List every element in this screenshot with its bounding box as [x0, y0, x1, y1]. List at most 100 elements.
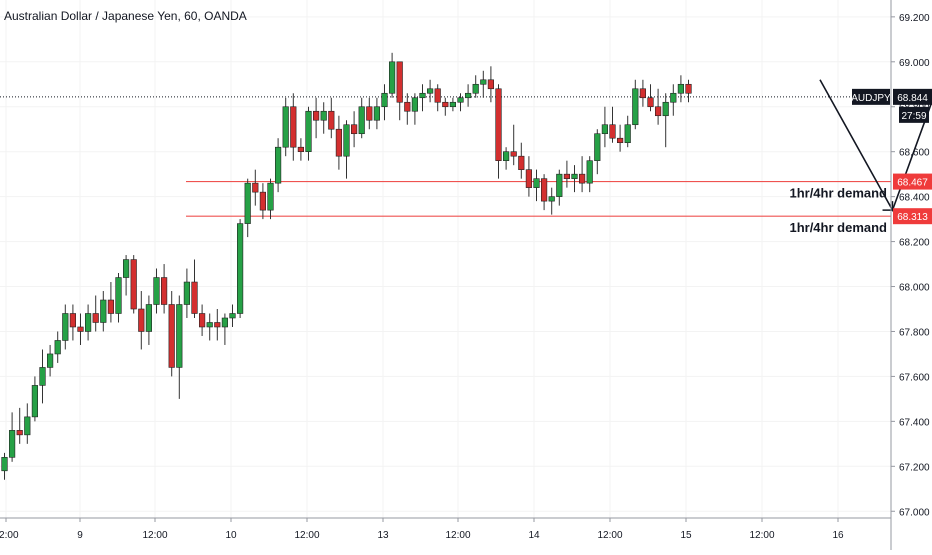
candle [229, 304, 236, 327]
candle-body [54, 340, 61, 355]
y-tick-label: 67.400 [899, 417, 930, 428]
candle-body [69, 313, 76, 328]
candle [252, 169, 259, 206]
candles [1, 52, 692, 480]
candle [426, 79, 434, 103]
x-tick-label: 14 [528, 530, 540, 541]
candle [670, 84, 677, 116]
candle [381, 84, 388, 121]
candle [191, 259, 198, 318]
candle-body [647, 97, 654, 108]
candle-body [457, 97, 464, 103]
x-tick-label: 9 [77, 530, 83, 541]
candle [662, 93, 669, 148]
candle [199, 304, 206, 336]
candle-body [1, 457, 8, 472]
candle-body [662, 101, 669, 117]
candle [267, 178, 274, 220]
candle-body [548, 196, 555, 202]
candle [639, 79, 646, 107]
candle-body [624, 124, 631, 144]
candle-body [115, 277, 122, 314]
candle-body [77, 326, 84, 332]
candle-body [214, 322, 221, 328]
candle [335, 115, 343, 170]
countdown-bg [899, 106, 929, 123]
candle-body [510, 151, 517, 157]
candle-body [297, 146, 305, 152]
candle [16, 407, 23, 444]
candle-body [609, 124, 616, 139]
candle [594, 129, 601, 175]
levels: 1hr/4hr demand 1hr/4hr demand [0, 96, 891, 235]
candle [328, 97, 335, 139]
candle-body [191, 281, 198, 314]
candle [358, 97, 365, 139]
candle [244, 178, 251, 238]
chart-title: Australian Dollar / Japanese Yen, 60, OA… [4, 9, 247, 23]
candle [24, 403, 31, 444]
x-tick-label: 13 [377, 530, 389, 541]
y-tick-label: 68.000 [899, 283, 930, 294]
y-tick-label: 69.000 [899, 58, 930, 69]
candle [654, 88, 662, 125]
candle [388, 52, 396, 98]
candle-body [62, 313, 69, 341]
candle-body [571, 173, 578, 179]
level-price-label-text: 68.467 [897, 178, 928, 189]
candle-body [578, 173, 586, 184]
candle-body [442, 101, 449, 108]
candle [183, 268, 191, 318]
candle [92, 295, 99, 332]
candle-body [525, 169, 532, 188]
candle [518, 142, 525, 179]
candle [54, 331, 61, 363]
level-price-label-bg [893, 208, 932, 225]
candle-body [16, 430, 23, 436]
candle [434, 84, 441, 112]
candle-body [639, 88, 646, 99]
candle-body [282, 106, 289, 148]
candle-body [31, 385, 38, 418]
x-tick-label: 12:00 [142, 530, 167, 541]
candle-body [449, 101, 457, 108]
demand-annotation: 1hr/4hr demand [789, 220, 887, 235]
candle-body [616, 137, 624, 144]
candle-body [221, 317, 229, 328]
candle [274, 138, 282, 193]
candle-body [594, 133, 601, 161]
demand-annotation: 1hr/4hr demand [789, 186, 887, 201]
candle [480, 70, 487, 98]
candle [282, 97, 289, 157]
candle-body [487, 79, 495, 90]
candle-body [677, 83, 684, 94]
x-tick-label: 12:00 [445, 530, 470, 541]
candle [343, 120, 350, 179]
candle-body [654, 106, 662, 117]
level-price-label: 68.313 [893, 208, 932, 225]
symbol-bg [852, 88, 890, 105]
projection [819, 79, 932, 213]
candle [647, 84, 654, 112]
candle [586, 156, 593, 193]
candle [168, 291, 175, 377]
y-tick-label: 68.400 [899, 193, 930, 204]
candle-body [199, 313, 206, 328]
y-tick-label: 68.200 [899, 238, 930, 249]
candle [100, 291, 107, 332]
candle-body [419, 92, 426, 99]
candle [297, 138, 305, 161]
candle-body [381, 92, 388, 108]
candle-body [161, 277, 168, 305]
symbol-label: AUDJPY [851, 88, 891, 105]
x-tick-label: 12:00 [294, 530, 319, 541]
candle [39, 349, 46, 404]
x-tick-label: 12:00 [0, 530, 19, 541]
candle [411, 93, 419, 125]
candle-body [495, 88, 502, 161]
candle-body [396, 61, 403, 103]
candle [9, 412, 16, 462]
